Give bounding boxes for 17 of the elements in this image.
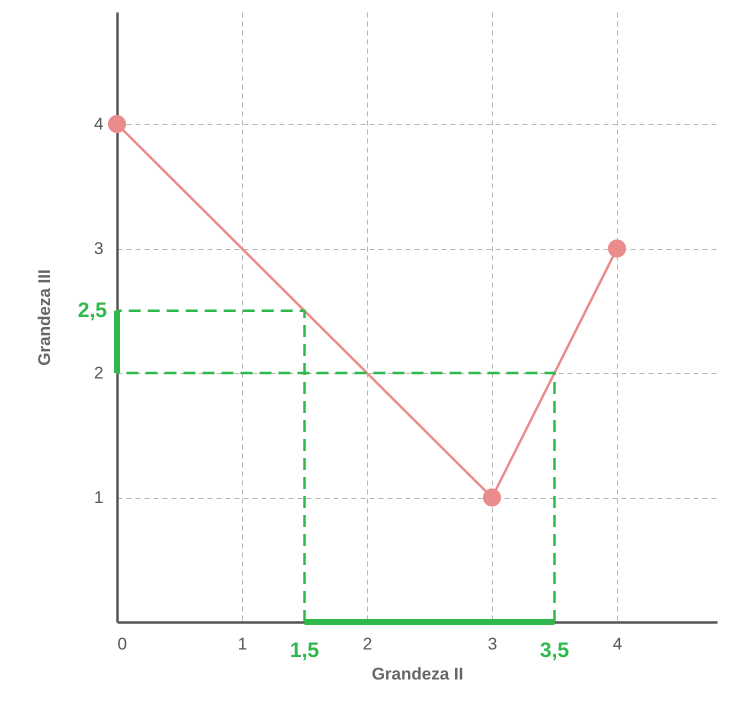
point <box>108 114 126 134</box>
x-tick-label: 0 <box>118 634 127 654</box>
x-tick-label: 4 <box>612 634 622 654</box>
point <box>608 239 626 258</box>
annotation: 2,5 <box>78 298 108 322</box>
x-tick-label: 3 <box>488 634 498 654</box>
y-tick-label: 1 <box>94 488 104 508</box>
x-axis-title: Grandeza II <box>372 664 464 684</box>
y-axis-title: Grandeza III <box>35 269 54 366</box>
x-tick-label: 2 <box>362 634 372 654</box>
annotation: 1,5 <box>290 639 320 662</box>
y-tick-label: 3 <box>94 239 104 258</box>
annotation: 3,5 <box>540 639 570 662</box>
point <box>482 488 502 507</box>
y-tick-label: 2 <box>94 364 104 383</box>
x-tick-label: 1 <box>238 634 248 654</box>
y-tick-label: 4 <box>94 114 104 134</box>
